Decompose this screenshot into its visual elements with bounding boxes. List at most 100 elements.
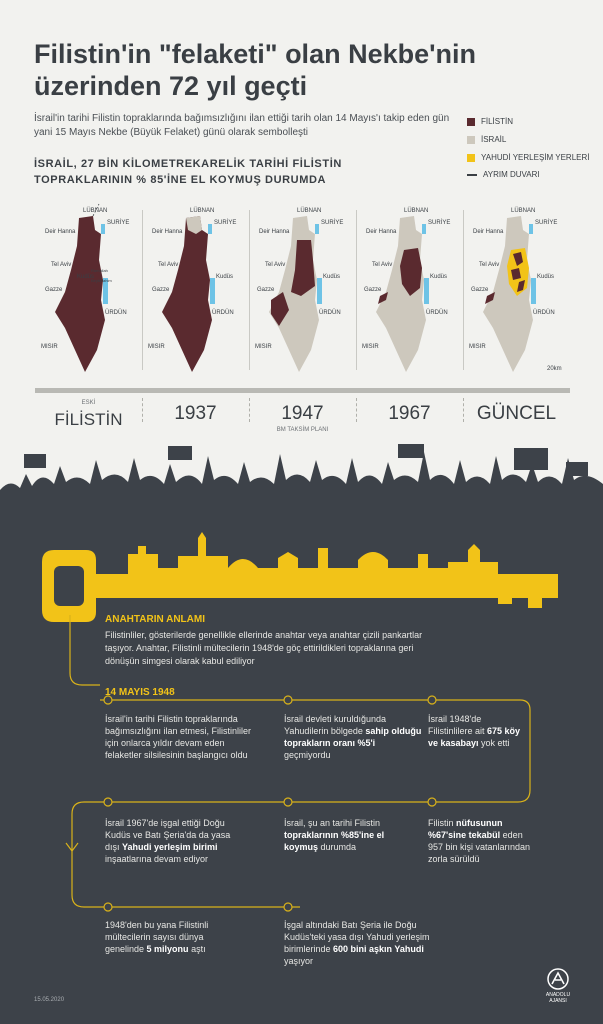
map-label-telaviv: Tel Aviv xyxy=(158,262,178,268)
map-label-gazze: Gazze xyxy=(364,287,382,293)
map-region-filistin xyxy=(378,292,388,304)
map-label-lubnan: LÜBNAN xyxy=(297,207,321,214)
fact-1: İsrail'in tarihi Filistin topraklarında … xyxy=(105,714,252,760)
map-region-israil xyxy=(186,216,202,234)
map-label-urdun: ÜRDÜN xyxy=(533,309,555,316)
map-label-telaviv: Tel Aviv xyxy=(372,262,392,268)
protest-sign xyxy=(168,446,192,460)
timeline-separator xyxy=(142,398,143,422)
map-water xyxy=(103,278,108,304)
fact-5: İsrail, şu an tarihi Filistin toprakları… xyxy=(284,818,385,852)
map-label-lubnan: LÜBNAN xyxy=(404,207,428,214)
map-label-telaviv: Tel Aviv xyxy=(265,262,285,268)
map-divider xyxy=(142,210,143,370)
map-label-misir: MISIR xyxy=(41,344,58,350)
map-label-urdun: ÜRDÜN xyxy=(426,309,448,316)
map-label-suriye: SURİYE xyxy=(428,219,450,226)
map-label-kudus: Kudüs xyxy=(430,274,447,280)
map-label-suriye: SURİYE xyxy=(321,219,343,226)
map-label-urdun: ÜRDÜN xyxy=(105,309,127,316)
map-label-deir: Deir Hanna xyxy=(366,229,397,235)
map-label-deir: Deir Hanna xyxy=(152,229,183,235)
map-label-deir: Deir Hanna xyxy=(45,229,76,235)
legend-item-israil: İSRAİL xyxy=(467,135,506,144)
agency-name: ANADOLU AJANSI xyxy=(545,992,571,1004)
map-region-israil xyxy=(376,216,426,372)
legend-label: AYRIM DUVARI xyxy=(483,170,540,179)
map-label-gazze: Gazze xyxy=(257,287,275,293)
timeline-label-eski-filistin: FİLİSTİN xyxy=(54,410,123,429)
map-label-suriye: SURİYE xyxy=(214,219,236,226)
timeline-note-bm: BM TAKSİM PLANI xyxy=(276,427,329,433)
map-region-filistin xyxy=(162,216,212,372)
map-label-beytlahm: Beytüllahim xyxy=(91,278,112,283)
timeline-separator xyxy=(463,398,464,422)
fact-4: İsrail 1967'de işgal ettiği Doğu Kudüs v… xyxy=(105,818,231,864)
legend-swatch-wall xyxy=(467,173,477,176)
map-label-deir: Deir Hanna xyxy=(259,229,290,235)
map-label-gazze: Gazze xyxy=(45,287,63,293)
legend-label: YAHUDİ YERLEŞİM YERLERİ xyxy=(481,153,590,162)
date-section-title: 14 MAYIS 1948 xyxy=(105,687,175,698)
fact-7: 1948'den bu yana Filistinli mültecilerin… xyxy=(105,920,209,954)
map-label-urdun: ÜRDÜN xyxy=(319,309,341,316)
legend-swatch-filistin xyxy=(467,117,475,126)
legend-label: FİLİSTİN xyxy=(481,117,514,126)
map-region-israil xyxy=(269,216,319,372)
legend-item-filistin: FİLİSTİN xyxy=(467,117,513,126)
fact-2: İsrail devleti kuruldığunda Yahudilerin … xyxy=(284,714,422,760)
map-label-telaviv: Tel Aviv xyxy=(51,262,71,268)
protest-sign xyxy=(398,444,424,458)
map-label-misir: MISIR xyxy=(148,344,165,350)
timeline-route xyxy=(65,615,531,912)
map-label-gazze: Gazze xyxy=(152,287,170,293)
map-scale: 20km xyxy=(547,366,562,372)
protest-sign xyxy=(514,448,548,470)
key-section-title: ANAHTARIN ANLAMI xyxy=(105,614,205,625)
map-label-suriye: SURİYE xyxy=(107,219,129,226)
map-label-kudus: Kudüs xyxy=(537,274,554,280)
key-icon xyxy=(42,532,558,622)
map-label-lubnan: LÜBNAN xyxy=(511,207,535,214)
map-1967: LÜBNAN SURİYE Deir Hanna Tel Aviv Kudüs … xyxy=(362,207,450,372)
legend-item-settlement: YAHUDİ YERLEŞİM YERLERİ xyxy=(467,153,589,162)
map-label-misir: MISIR xyxy=(469,344,486,350)
map-divider xyxy=(356,210,357,370)
map-label-deir: Deir Hanna xyxy=(473,229,504,235)
timeline-label-guncel: GÜNCEL xyxy=(476,403,557,424)
legend-label: İSRAİL xyxy=(481,135,507,144)
page-subtitle: İsrail'in tarihi Filistin topraklarında … xyxy=(34,113,450,138)
map-divider xyxy=(249,210,250,370)
map-label-urdun: ÜRDÜN xyxy=(212,309,234,316)
timeline-separator xyxy=(356,398,357,422)
map-region-filistin xyxy=(55,216,105,372)
protest-sign xyxy=(24,454,46,468)
map-label-misir: MISIR xyxy=(362,344,379,350)
map-1947: LÜBNAN SURİYE Deir Hanna Tel Aviv Kudüs … xyxy=(255,207,343,372)
map-label-gazze: Gazze xyxy=(471,287,489,293)
map-region-filistin xyxy=(271,292,289,326)
legend-item-wall: AYRIM DUVARI xyxy=(467,170,540,179)
map-region-filistin xyxy=(485,292,495,304)
footer-date: 15.05.2020 xyxy=(34,997,65,1003)
map-guncel: LÜBNAN SURİYE Deir Hanna Tel Aviv Kudüs … xyxy=(469,207,557,372)
map-divider xyxy=(463,210,464,370)
agency-logo: ANADOLU AJANSI xyxy=(540,968,576,1004)
protest-sign xyxy=(566,462,588,476)
map-label-misir: MISIR xyxy=(255,344,272,350)
map-region-filistin xyxy=(291,240,315,296)
timeline-bar xyxy=(35,388,570,393)
fact-3: İsrail 1948'de Filistinlilere ait 675 kö… xyxy=(428,714,521,748)
map-region-filistin xyxy=(511,252,525,292)
timeline-small-tag: ESKİ xyxy=(81,400,96,406)
map-label-lubnan: LÜBNAN xyxy=(190,207,214,214)
timeline-label-1967: 1967 xyxy=(388,403,431,424)
map-water xyxy=(101,224,105,234)
page-title: Filistin'in "felaketi" olan Nekbe'nin üz… xyxy=(34,39,477,101)
key-section-text: Filistinliler, gösterilerde genellikle e… xyxy=(105,630,423,666)
headline: İSRAİL, 27 BİN KİLOMETREKARELİK TARİHİ F… xyxy=(34,158,342,186)
map-label-ramallah: Ramallah xyxy=(91,268,108,273)
map-label-lubnan: LÜBNAN xyxy=(83,207,107,214)
map-row: LÜBNAN SURİYE Deir Hanna Tel Aviv Kudüs … xyxy=(35,200,573,380)
map-label-suriye: SURİYE xyxy=(535,219,557,226)
